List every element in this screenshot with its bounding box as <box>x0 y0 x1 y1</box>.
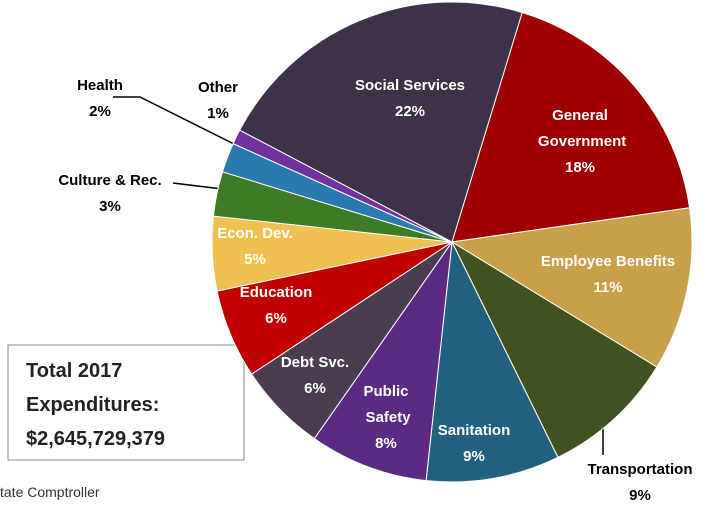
slice-label: Health <box>77 77 123 94</box>
total-box <box>7 344 245 461</box>
value-label: 9% <box>629 487 651 504</box>
value-label: 2% <box>89 103 111 120</box>
slice-label: General Government <box>534 107 627 150</box>
pie-slice <box>450 207 693 368</box>
slice-label: Culture & Rec. <box>58 172 161 189</box>
value-label: 6% <box>265 310 287 327</box>
value-label: 11% <box>593 279 622 296</box>
value-label: 22% <box>395 103 425 120</box>
slice-label: Debt Svc. <box>281 354 349 371</box>
slice-label: Public Safety <box>361 383 411 426</box>
leader-line <box>172 182 223 190</box>
value-label: 3% <box>99 198 121 215</box>
slice-label: Econ. Dev. <box>217 225 293 242</box>
annotation-line: $2,645,729,379 <box>26 428 165 450</box>
pie-slice <box>313 241 453 482</box>
slice-label: Other <box>198 79 238 96</box>
value-label: 9% <box>463 448 485 465</box>
slice-label: Education <box>240 284 313 301</box>
value-label: 5% <box>244 251 266 268</box>
pie-slice <box>450 240 658 459</box>
slice-label: Transportation <box>587 461 692 478</box>
annotation-line: Total 2017 <box>26 360 122 382</box>
annotation-line: Expenditures: <box>26 394 159 416</box>
slice-label: Sanitation <box>438 422 511 439</box>
pie-slice <box>239 1 523 243</box>
value-label: 6% <box>304 380 326 397</box>
pie-slice <box>425 240 559 483</box>
value-label: 8% <box>375 435 397 452</box>
pie-slice <box>451 11 691 243</box>
source: tate Comptroller <box>0 484 100 500</box>
value-label: 1% <box>207 105 229 122</box>
slice-label: Employee Benefits <box>541 253 675 270</box>
value-label: 18% <box>565 159 595 176</box>
slice-label: Social Services <box>355 77 465 94</box>
leader-line <box>113 96 253 154</box>
